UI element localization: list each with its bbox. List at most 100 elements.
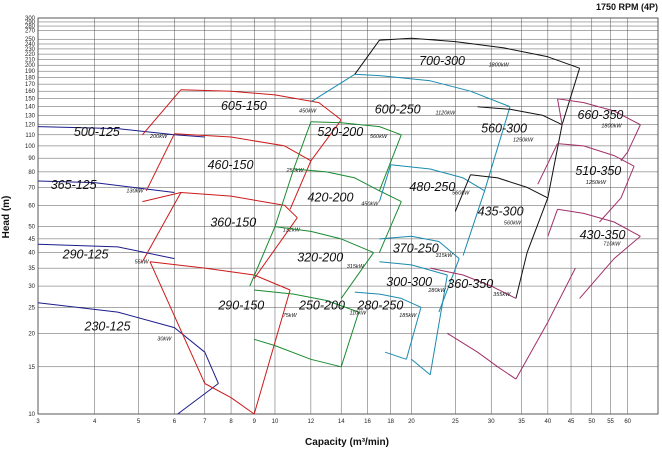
series-edge-right xyxy=(438,258,460,313)
series-edge-top xyxy=(254,289,359,313)
y-tick-labels: 10 15 20 25 30 35 40 45 50 60 70 80 90 100 110 120 130 14… xyxy=(25,16,36,418)
grid xyxy=(37,17,659,415)
series-power-label: 560kW xyxy=(452,190,470,196)
series-label: 320-200 xyxy=(297,251,343,265)
y-tick-label: 140 xyxy=(25,105,36,111)
x-tick-label: 6 xyxy=(173,419,177,425)
series-edge-right xyxy=(462,190,486,256)
x-tick-label: 5 xyxy=(137,419,141,425)
series-edge-right xyxy=(579,235,641,299)
series-360-150: 360-150 132kW xyxy=(141,192,301,279)
y-tick-label: 210 xyxy=(25,58,36,64)
series-edge-right xyxy=(340,252,375,299)
series-power-label: 1250kW xyxy=(513,137,534,143)
series-label: 460-150 xyxy=(208,158,254,172)
x-tick-label: 45 xyxy=(568,419,575,425)
series-power-label: 110kW xyxy=(349,311,367,317)
series-label: 360-350 xyxy=(447,277,493,291)
x-tick-label: 60 xyxy=(624,419,631,425)
series-420-200: 420-200 450kW xyxy=(274,168,402,253)
series-edge-top xyxy=(470,174,549,199)
y-axis-label: Head (m) xyxy=(1,196,12,239)
y-tick-label: 20 xyxy=(28,331,35,337)
series-edge-right xyxy=(340,311,360,367)
series-290-125: 290-125 55kW xyxy=(37,243,175,265)
x-tick-label: 4 xyxy=(93,419,97,425)
series-label: 360-150 xyxy=(210,216,256,230)
series-edge-bottom xyxy=(204,383,255,415)
y-tick-label: 15 xyxy=(28,365,35,371)
series-edge-top xyxy=(310,121,402,136)
y-tick-label: 45 xyxy=(28,237,35,243)
series-edge-top xyxy=(379,261,448,276)
series-230-125: 230-125 30kW xyxy=(37,302,219,415)
series-label: 510-350 xyxy=(575,164,621,178)
series-label: 560-300 xyxy=(481,122,527,136)
series-power-label: 30kW xyxy=(157,337,172,343)
series-320-200: 320-200 315kW xyxy=(249,226,375,299)
series-365-125: 365-125 130kW xyxy=(37,178,175,195)
series-power-label: 75kW xyxy=(283,313,298,319)
series-edge-top xyxy=(390,164,485,192)
series-edge-right xyxy=(378,134,402,191)
x-tick-label: 55 xyxy=(607,419,614,425)
series-label: 520-200 xyxy=(317,125,363,139)
x-tick-label: 12 xyxy=(308,419,315,425)
series-460-150: 460-150 250kW xyxy=(145,133,312,210)
series-edge-top xyxy=(174,133,312,162)
series-edge-top xyxy=(557,143,635,167)
pump-series: 230-125 30kW 290-125 55kW 365-125 130kW 500-12… xyxy=(37,37,641,415)
series-power-label: 280kW xyxy=(427,288,446,294)
series-edge-left xyxy=(354,39,380,75)
y-tick-label: 190 xyxy=(25,69,36,75)
y-tick-label: 120 xyxy=(25,123,36,129)
series-power-label: 1250kW xyxy=(586,180,607,186)
x-tick-label: 25 xyxy=(452,419,459,425)
y-tick-label: 100 xyxy=(25,144,36,150)
y-tick-label: 150 xyxy=(25,97,36,103)
y-tick-label: 35 xyxy=(28,266,35,272)
speed-label: 1750 RPM (4P) xyxy=(596,2,658,12)
series-250-200: 250-200 110kW xyxy=(254,289,367,368)
series-edge-right xyxy=(620,124,641,162)
y-tick-label: 220 xyxy=(25,52,36,58)
y-tick-label: 80 xyxy=(28,170,35,176)
series-edge-left xyxy=(547,209,558,237)
y-tick-label: 200 xyxy=(25,63,36,69)
series-power-label: 450kW xyxy=(361,201,379,207)
series-edge-top xyxy=(142,192,298,219)
x-tick-label: 7 xyxy=(203,419,207,425)
series-edge-top xyxy=(557,208,641,237)
series-label: 420-200 xyxy=(308,191,354,205)
series-edge-left xyxy=(557,98,563,125)
series-edge-right xyxy=(547,124,563,198)
series-edge-right xyxy=(253,289,291,415)
series-edge-right xyxy=(515,267,576,380)
series-power-label: 200kW xyxy=(149,134,168,140)
series-label: 290-125 xyxy=(62,248,109,262)
y-tick-label: 170 xyxy=(25,82,36,88)
series-label: 300-300 xyxy=(386,275,432,289)
series-edge-bottom xyxy=(447,332,517,380)
series-label: 280-250 xyxy=(356,299,403,313)
x-tick-label: 9 xyxy=(253,419,257,425)
series-edge-top xyxy=(37,302,219,384)
x-tick-label: 10 xyxy=(272,419,279,425)
series-label: 500-125 xyxy=(74,125,120,139)
y-tick-label: 290 xyxy=(25,20,36,26)
x-tick-label: 40 xyxy=(545,419,552,425)
series-edge-left xyxy=(141,192,182,262)
series-edge-right xyxy=(289,160,312,210)
series-label: 365-125 xyxy=(51,178,97,192)
series-edge-left xyxy=(274,168,295,227)
y-tick-label: 70 xyxy=(28,185,35,191)
series-power-label: 250kW xyxy=(285,168,304,174)
series-power-label: 1120kW xyxy=(435,110,456,116)
series-label: 290-150 xyxy=(217,299,264,313)
y-tick-label: 230 xyxy=(25,47,36,53)
series-edge-top xyxy=(430,267,517,299)
y-tick-label: 130 xyxy=(25,113,36,119)
series-edge-top xyxy=(379,235,460,259)
